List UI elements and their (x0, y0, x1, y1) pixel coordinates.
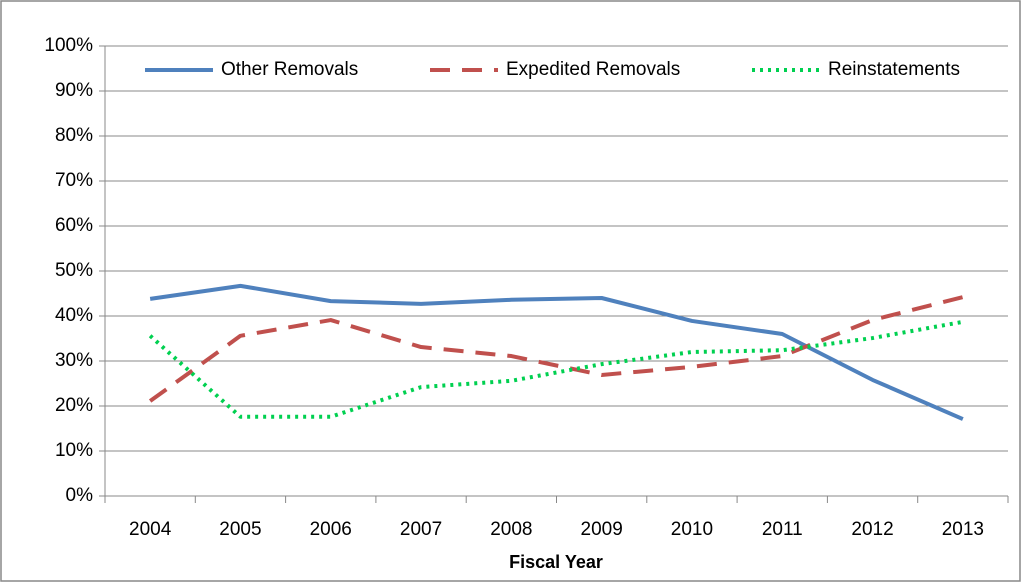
x-tick-label: 2004 (129, 519, 172, 540)
y-tick-label: 60% (55, 215, 93, 236)
x-tick-label: 2010 (671, 519, 713, 540)
x-axis-label: Fiscal Year (509, 552, 603, 572)
x-tick-label: 2009 (581, 519, 623, 540)
y-tick-label: 50% (55, 260, 93, 281)
y-tick-label: 0% (66, 485, 94, 506)
x-tick-label: 2011 (762, 519, 803, 540)
y-tick-label: 70% (55, 170, 93, 191)
y-tick-label: 90% (55, 80, 93, 101)
y-tick-label: 20% (55, 395, 93, 416)
x-tick-label: 2012 (851, 519, 893, 540)
x-tick-label: 2008 (490, 519, 532, 540)
x-tick-label: 2007 (400, 519, 442, 540)
legend-label: Other Removals (221, 59, 358, 80)
x-tick-label: 2006 (310, 519, 352, 540)
series-line (149, 283, 964, 421)
x-tick-label: 2013 (942, 519, 984, 540)
x-tick-label: 2005 (219, 519, 261, 540)
y-tick-label: 80% (55, 125, 93, 146)
y-tick-label: 10% (55, 440, 93, 461)
y-tick-label: 100% (44, 35, 93, 56)
legend-label: Reinstatements (828, 59, 960, 80)
y-tick-label: 30% (55, 350, 93, 371)
legend-label: Expedited Removals (506, 59, 680, 80)
y-tick-label: 40% (55, 305, 93, 326)
series-line (148, 295, 964, 403)
